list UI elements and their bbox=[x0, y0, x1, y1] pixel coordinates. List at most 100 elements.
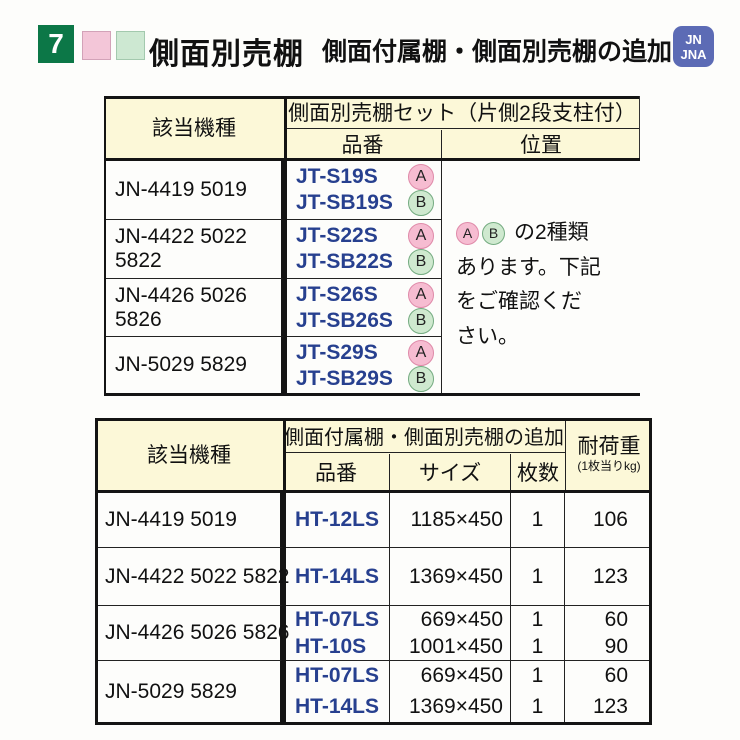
part-code: JT-S22S bbox=[296, 224, 378, 247]
page-title-right: 側面付属棚・側面別売棚の追加 bbox=[322, 38, 673, 66]
table-row: JN-5029 5829 HT-07LS HT-14LS 669×450 136… bbox=[95, 661, 652, 722]
attached-shelf-add-table: 該当機種 側面付属棚・側面別売棚の追加 品番 サイズ 枚数 耐荷重 (1枚当りk… bbox=[95, 418, 652, 725]
note-text: の2種類 bbox=[514, 221, 589, 244]
green-legend-swatch bbox=[116, 31, 145, 60]
count-text: 1 bbox=[531, 607, 544, 631]
table1-header-set-group: 側面別売棚セット（片側2段支柱付） bbox=[284, 96, 640, 129]
tag-a-icon: A bbox=[408, 164, 434, 190]
part-cell: HT-07LS HT-14LS bbox=[283, 661, 390, 722]
table1-header-position: 位置 bbox=[520, 134, 562, 157]
count-cell: 1 1 bbox=[511, 606, 565, 661]
tag-b-icon: B bbox=[408, 190, 434, 216]
badge-line-1: JN bbox=[685, 31, 702, 47]
tag-a-icon: A bbox=[408, 223, 434, 249]
load-label: 耐荷重 bbox=[577, 435, 641, 458]
models-text: JN-4419 5019 bbox=[105, 508, 237, 531]
part-code: JT-S19S bbox=[296, 165, 378, 188]
page-title-left: 側面別売棚 bbox=[149, 38, 304, 71]
part-code: HT-14LS bbox=[295, 694, 380, 718]
table-row: JN-4426 5026 5826 HT-07LS HT-10S 669×450… bbox=[95, 606, 652, 661]
part-code: JT-S26S bbox=[296, 283, 378, 306]
size-text: 1369×450 bbox=[408, 694, 503, 718]
part-cell: HT-14LS bbox=[283, 548, 390, 606]
load-text: 90 bbox=[604, 634, 628, 658]
part-code: HT-14LS bbox=[295, 564, 380, 588]
part-code: HT-07LS bbox=[295, 607, 380, 631]
load-text: 123 bbox=[592, 694, 628, 718]
table-row: JN-4426 5026 5826 JT-S26S A JT-SB26S B bbox=[104, 279, 442, 337]
part-cell: JT-S22S A JT-SB22S B bbox=[284, 220, 442, 279]
part-code: JT-SB29S bbox=[296, 367, 393, 390]
models-cell: JN-4426 5026 5826 bbox=[95, 606, 289, 661]
size-cell: 669×450 1001×450 bbox=[390, 606, 511, 661]
table1-header-models: 該当機種 bbox=[152, 117, 236, 140]
models-cell: JN-4422 5022 5822 bbox=[95, 548, 290, 606]
tag-b-icon: B bbox=[482, 221, 505, 245]
models-text: JN-5029 5829 bbox=[105, 679, 237, 703]
load-text: 60 bbox=[604, 664, 628, 688]
part-cell: JT-S26S A JT-SB26S B bbox=[284, 279, 442, 337]
count-cell: 1 bbox=[511, 493, 565, 548]
models-cell: JN-5029 5829 bbox=[104, 337, 284, 393]
count-text: 1 bbox=[531, 634, 544, 658]
size-cell: 669×450 1369×450 bbox=[390, 661, 511, 722]
table-row: JN-5029 5829 JT-S29S A JT-SB29S B bbox=[104, 337, 442, 393]
note-line-1: A B の2種類 bbox=[456, 216, 640, 251]
table-row: JN-4422 5022 5822 HT-14LS 1369×450 1 123 bbox=[95, 548, 652, 606]
table2-models-divider bbox=[283, 418, 286, 722]
load-text: 60 bbox=[604, 607, 628, 631]
load-cell: 106 bbox=[565, 493, 652, 548]
models-text: JN-4422 5022 5822 bbox=[105, 564, 290, 588]
table2-top-border bbox=[95, 418, 652, 421]
note-line-2: あります。下記 bbox=[456, 255, 601, 279]
models-cell: JN-5029 5829 bbox=[95, 661, 283, 722]
table1-top-border bbox=[104, 96, 640, 99]
size-text: 1369×450 bbox=[408, 564, 503, 588]
part-cell: HT-12LS bbox=[283, 493, 390, 548]
badge-line-2: JNA bbox=[680, 46, 707, 62]
table-row: JN-4422 5022 5822 JT-S22S A JT-SB22S B bbox=[104, 220, 442, 279]
part-code: JT-SB26S bbox=[296, 309, 393, 332]
table2-left-border bbox=[95, 418, 98, 725]
part-line: JT-S29S A bbox=[284, 340, 441, 366]
tag-a-icon: A bbox=[408, 340, 434, 366]
part-code: JT-S29S bbox=[296, 341, 378, 364]
table-row: JN-4419 5019 HT-12LS 1185×450 1 106 bbox=[95, 493, 652, 548]
table2-header-count: 枚数 bbox=[517, 462, 559, 485]
note-line-3: をご確認くだ bbox=[456, 290, 582, 313]
table2-header-load: 耐荷重 (1枚当りkg) bbox=[565, 418, 652, 490]
load-text: 123 bbox=[592, 564, 628, 588]
part-line: JT-SB29S B bbox=[284, 366, 441, 392]
table2-bottom-border bbox=[95, 722, 652, 725]
part-code: HT-12LS bbox=[295, 508, 380, 531]
position-note: A B の2種類 あります。下記 をご確認くだ さい。 bbox=[456, 216, 640, 354]
table-row: JN-4419 5019 JT-S19S A JT-SB19S B bbox=[104, 161, 442, 220]
part-line: JT-SB22S B bbox=[284, 249, 441, 275]
table1-header-part: 品番 bbox=[284, 130, 442, 158]
table1-bottom-border bbox=[104, 393, 640, 396]
count-text: 1 bbox=[531, 664, 544, 688]
pink-legend-swatch bbox=[82, 31, 111, 60]
part-code: HT-07LS bbox=[295, 664, 380, 688]
tag-a-icon: A bbox=[408, 282, 434, 308]
part-code: HT-10S bbox=[295, 634, 367, 658]
part-cell: HT-07LS HT-10S bbox=[283, 606, 390, 661]
count-cell: 1 1 bbox=[511, 661, 565, 722]
size-text: 669×450 bbox=[420, 607, 503, 631]
load-cell: 60 123 bbox=[565, 661, 652, 722]
models-cell: JN-4419 5019 bbox=[95, 493, 283, 548]
section-number-box: 7 bbox=[38, 25, 74, 63]
table2-header-group: 側面付属棚・側面別売棚の追加 bbox=[283, 418, 565, 453]
count-text: 1 bbox=[531, 508, 544, 531]
load-text: 106 bbox=[592, 508, 628, 531]
tag-b-icon: B bbox=[408, 366, 434, 392]
size-cell: 1185×450 bbox=[390, 493, 511, 548]
table1-left-border bbox=[104, 96, 106, 393]
count-cell: 1 bbox=[511, 548, 565, 606]
size-text: 669×450 bbox=[420, 664, 503, 688]
models-cell: JN-4419 5019 bbox=[104, 161, 284, 220]
table1-header-band bbox=[104, 96, 640, 158]
load-cell: 60 90 bbox=[565, 606, 652, 661]
part-cell: JT-S29S A JT-SB29S B bbox=[284, 337, 442, 393]
